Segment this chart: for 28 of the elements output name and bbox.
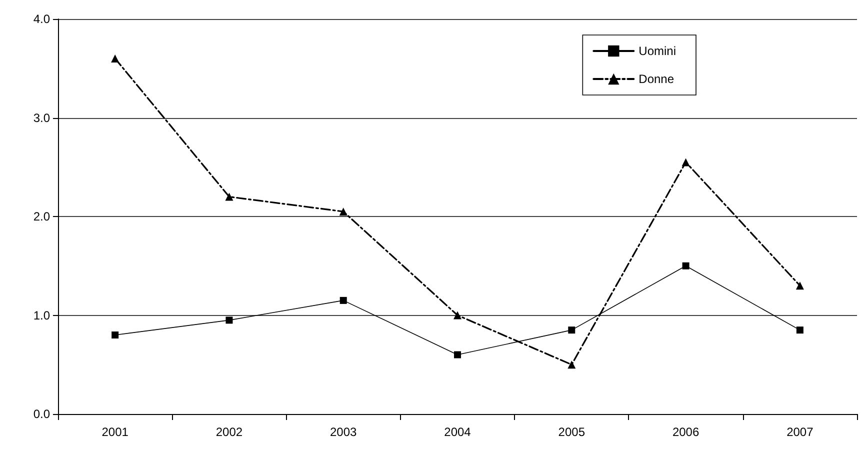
y-tick-label: 0.0	[33, 407, 50, 421]
point	[111, 54, 120, 62]
point	[454, 351, 461, 358]
legend-label: Uomini	[638, 44, 676, 58]
point	[340, 296, 347, 304]
x-tick-label: 2001	[102, 425, 129, 439]
y-tick-label: 3.0	[33, 110, 50, 125]
point	[225, 192, 234, 201]
point	[454, 311, 462, 320]
point	[339, 208, 348, 216]
y-tick-label: 4.0	[33, 12, 50, 26]
point	[226, 316, 233, 324]
point	[568, 360, 576, 369]
legend-label: Donne	[638, 72, 674, 86]
x-tick-label: 2007	[786, 425, 814, 439]
point	[796, 282, 804, 290]
point	[568, 326, 576, 334]
x-tick-label: 2002	[216, 425, 243, 439]
point	[682, 158, 690, 166]
x-tick-label: 2003	[330, 425, 358, 439]
y-tick-label: 2.0	[33, 210, 50, 224]
x-tick-label: 2004	[444, 425, 472, 439]
y-tick-label: 1.0	[33, 308, 50, 322]
x-tick-label: 2006	[672, 425, 700, 439]
point	[796, 326, 804, 334]
point	[112, 332, 119, 338]
point	[682, 262, 690, 270]
x-tick-label: 2005	[558, 425, 586, 439]
